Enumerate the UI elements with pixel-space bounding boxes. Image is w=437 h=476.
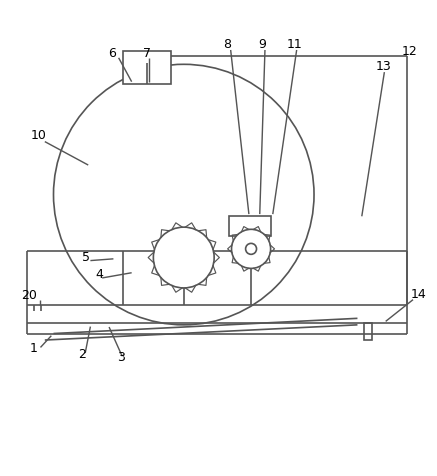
Circle shape (232, 229, 271, 268)
Text: 20: 20 (21, 289, 37, 302)
Circle shape (153, 227, 214, 288)
Text: 1: 1 (30, 342, 38, 355)
Text: 9: 9 (258, 38, 266, 51)
Bar (229, 216, 271, 236)
Text: 13: 13 (376, 60, 392, 73)
Bar (123, 51, 171, 84)
Text: 12: 12 (402, 45, 417, 58)
Text: 6: 6 (108, 47, 116, 60)
Text: 14: 14 (410, 288, 426, 301)
Text: 10: 10 (30, 129, 46, 142)
Text: 3: 3 (117, 351, 125, 364)
Text: 8: 8 (223, 38, 231, 51)
Text: 11: 11 (287, 38, 302, 51)
Text: 5: 5 (82, 251, 90, 264)
Text: 4: 4 (95, 268, 103, 281)
Circle shape (246, 243, 257, 254)
Text: 7: 7 (143, 47, 151, 60)
Text: 2: 2 (78, 348, 86, 361)
Bar (364, 323, 372, 340)
